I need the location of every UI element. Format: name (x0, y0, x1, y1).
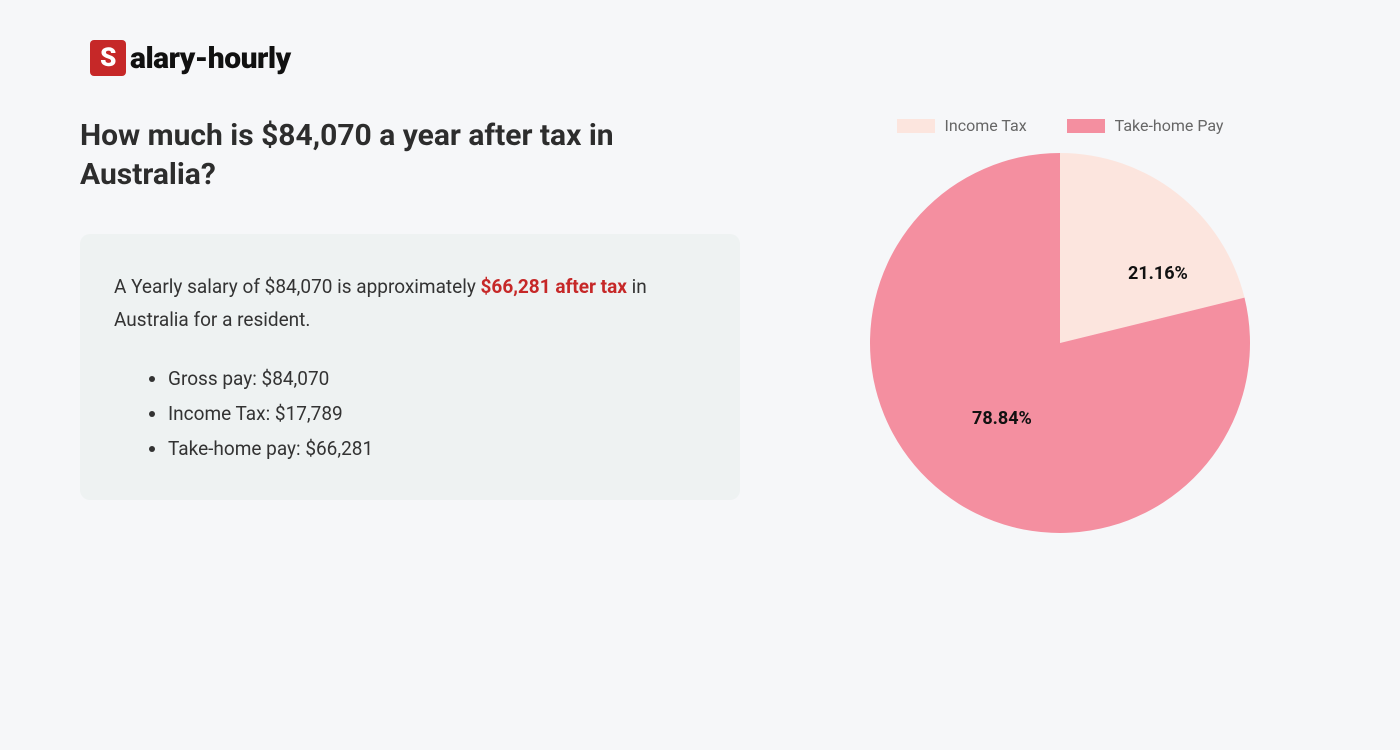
list-item: Take-home pay: $66,281 (168, 431, 706, 466)
main-content: How much is $84,070 a year after tax in … (80, 116, 1320, 533)
site-logo: Salary-hourly (90, 40, 1320, 76)
pie-slice-label: 21.16% (1128, 263, 1188, 284)
summary-prefix: A Yearly salary of $84,070 is approximat… (114, 275, 481, 298)
pie-chart: 21.16% 78.84% (870, 153, 1250, 533)
pie-svg (870, 153, 1250, 533)
list-item: Gross pay: $84,070 (168, 361, 706, 396)
legend-item-income-tax: Income Tax (897, 116, 1027, 135)
chart-legend: Income Tax Take-home Pay (897, 116, 1224, 135)
summary-box: A Yearly salary of $84,070 is approximat… (80, 234, 740, 500)
logo-text: alary-hourly (130, 41, 291, 76)
legend-item-take-home: Take-home Pay (1067, 116, 1224, 135)
legend-swatch (897, 119, 935, 133)
left-column: How much is $84,070 a year after tax in … (80, 116, 740, 533)
summary-text: A Yearly salary of $84,070 is approximat… (114, 270, 706, 337)
summary-highlight: $66,281 after tax (481, 275, 627, 298)
right-column: Income Tax Take-home Pay 21.16% 78.84% (800, 116, 1320, 533)
summary-list: Gross pay: $84,070 Income Tax: $17,789 T… (114, 361, 706, 466)
logo-icon: S (90, 40, 126, 76)
legend-swatch (1067, 119, 1105, 133)
page-headline: How much is $84,070 a year after tax in … (80, 116, 740, 194)
legend-label: Income Tax (945, 116, 1027, 135)
list-item: Income Tax: $17,789 (168, 396, 706, 431)
legend-label: Take-home Pay (1115, 116, 1224, 135)
pie-slice-label: 78.84% (972, 408, 1032, 429)
